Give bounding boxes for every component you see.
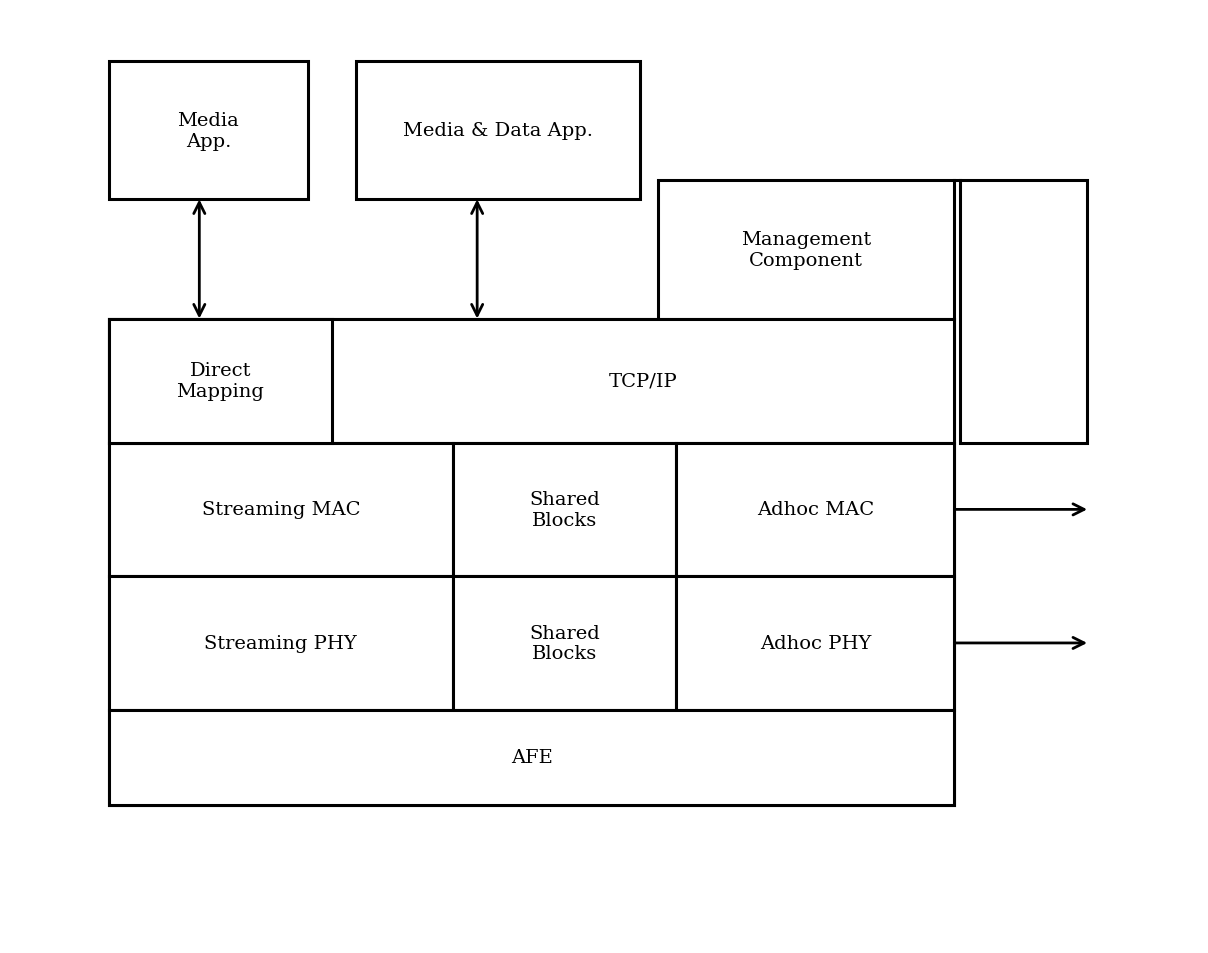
Bar [676, 577, 954, 710]
Bar [109, 319, 954, 443]
Bar [109, 319, 332, 443]
Bar [109, 710, 954, 805]
Bar [109, 577, 453, 710]
Bar [658, 181, 954, 319]
Bar [109, 443, 453, 577]
Bar [356, 62, 640, 200]
Text: Streaming MAC: Streaming MAC [202, 501, 360, 518]
Text: Direct
Mapping: Direct Mapping [176, 362, 265, 400]
Text: Shared
Blocks: Shared Blocks [529, 491, 600, 529]
Text: Media
App.: Media App. [178, 112, 239, 151]
Text: TCP/IP: TCP/IP [609, 373, 678, 390]
Text: Adhoc MAC: Adhoc MAC [757, 501, 873, 518]
Text: Adhoc PHY: Adhoc PHY [760, 635, 871, 652]
Bar [676, 443, 954, 577]
Text: Media & Data App.: Media & Data App. [403, 122, 593, 140]
Text: AFE: AFE [511, 749, 552, 766]
Bar [453, 577, 676, 710]
Text: Management
Component: Management Component [742, 231, 871, 270]
Bar [960, 181, 1087, 443]
Bar [109, 62, 308, 200]
Text: Shared
Blocks: Shared Blocks [529, 624, 600, 662]
Bar [109, 319, 954, 805]
Bar [453, 443, 676, 577]
Text: Streaming PHY: Streaming PHY [204, 635, 358, 652]
